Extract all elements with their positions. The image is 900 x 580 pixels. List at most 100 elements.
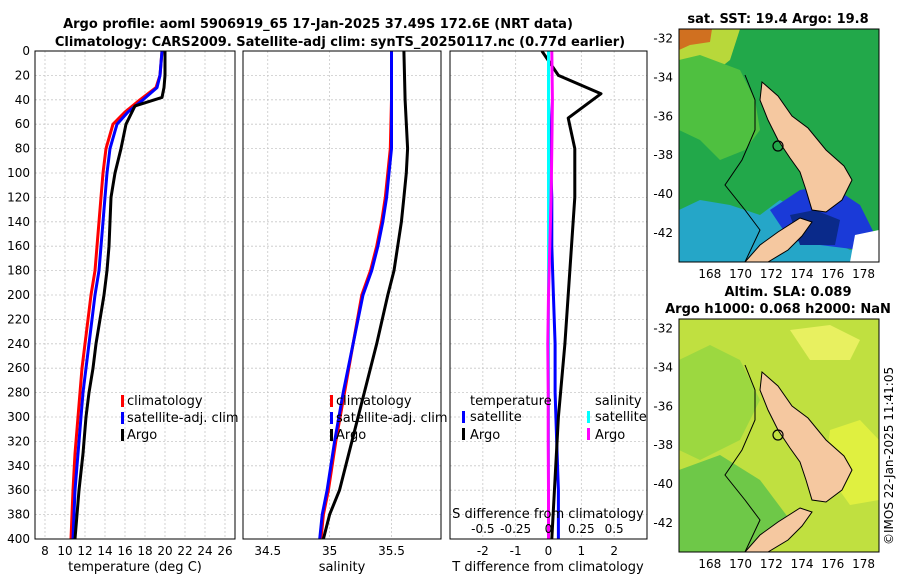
sst-hot-region <box>679 29 712 50</box>
sla-map-panel: Altim. SLA: 0.089 Argo h1000: 0.068 h200… <box>653 285 890 571</box>
sst-argo-location <box>772 140 784 152</box>
series-line-satellite-adj-clim <box>318 51 393 539</box>
depth-tick-label: 200 <box>7 288 30 302</box>
temperature-legend: climatology satellite-adj. clim Argo <box>121 394 239 443</box>
map-lon-tick-label: 170 <box>729 267 752 281</box>
map-lon-tick-label: 170 <box>729 557 752 571</box>
x-tick-label: 22 <box>177 544 192 558</box>
sla-region-d <box>790 325 860 360</box>
x-tick-label: 34.5 <box>254 544 281 558</box>
sla-region-a <box>679 345 760 460</box>
s-diff-tick-label: 0.5 <box>605 522 624 536</box>
temperature-tick-labels: 8 10 12 14 16 18 20 22 24 26 <box>41 544 232 558</box>
map-lon-tick-label: 172 <box>760 557 783 571</box>
salinity-panel: 34.5 35 35.5 salinity climatology satellit… <box>242 50 448 575</box>
sla-map-ticks: 168 170 172 174 176 178 -32 -34 -36 -38 -40 -42 <box>653 322 875 571</box>
salinity-axes-frame <box>242 50 442 540</box>
legend-swatch-t-satellite <box>462 411 465 423</box>
map-lat-tick-label: -32 <box>653 32 673 46</box>
t-difference-tick-labels: -2 -1 0 1 2 <box>477 544 618 558</box>
sst-map-ticks: 168 170 172 174 176 178 -32 -34 -36 -38 -40 -42 <box>653 32 875 281</box>
legend-swatch-satellite <box>121 412 124 424</box>
depth-tick-label: 100 <box>7 166 30 180</box>
difference-axes-frame <box>449 50 648 540</box>
series-line-t-argo <box>540 51 603 539</box>
salinity-grid <box>243 50 441 540</box>
temperature-grid <box>35 50 235 540</box>
depth-tick-label: 80 <box>15 142 30 156</box>
sla-map-title: Altim. SLA: 0.089 <box>725 285 852 300</box>
legend-label-s-argo: Argo <box>595 428 625 443</box>
salinity-legend: climatology satellite-adj. clim Argo <box>330 394 448 443</box>
map-lon-tick-label: 176 <box>821 267 844 281</box>
depth-tick-label: 20 <box>15 68 30 82</box>
difference-panel: -2 -1 0 1 2 -0.5 -0.25 0 0.25 0.5 S difference f… <box>449 50 648 575</box>
depth-tick-label: 260 <box>7 361 30 375</box>
map-lat-tick-label: -36 <box>653 109 673 123</box>
sst-mid-region <box>679 55 760 160</box>
map-lon-tick-label: 174 <box>791 267 814 281</box>
legend-label-t-satellite: satellite <box>470 410 522 425</box>
depth-tick-label: 140 <box>7 215 30 229</box>
sst-missing-region <box>850 230 879 262</box>
x-tick-label: 16 <box>117 544 132 558</box>
series-line-climatology <box>69 51 164 539</box>
figure-title-line2: Climatology: CARS2009. Satellite-adj cli… <box>55 35 625 50</box>
x-tick-label: 26 <box>217 544 232 558</box>
sla-map-subtitle: Argo h1000: 0.068 h2000: NaN <box>665 302 891 317</box>
sst-map-image <box>678 28 880 263</box>
x-tick-label: 10 <box>57 544 72 558</box>
legend-label-argo: Argo <box>127 428 157 443</box>
salinity-xlabel: salinity <box>319 560 366 575</box>
map-lon-tick-label: 174 <box>791 557 814 571</box>
legend-swatch-climatology <box>121 395 124 407</box>
legend-label-satellite: satellite-adj. clim <box>336 411 448 426</box>
depth-tick-label: 240 <box>7 337 30 351</box>
sla-map-frame <box>678 318 880 553</box>
series-line-argo <box>321 51 410 539</box>
x-tick-label: 14 <box>97 544 112 558</box>
legend-swatch-climatology <box>330 395 333 407</box>
map-lon-tick-label: 176 <box>821 557 844 571</box>
salinity-tick-labels: 34.5 35 35.5 <box>254 544 404 558</box>
legend-swatch-t-argo <box>462 428 465 440</box>
figure-title-line1: Argo profile: aoml 5906919_65 17-Jan-202… <box>63 17 573 32</box>
map-lat-tick-label: -34 <box>653 71 673 85</box>
x-tick-label: 20 <box>157 544 172 558</box>
depth-tick-label: 160 <box>7 239 30 253</box>
x-tick-label: 18 <box>137 544 152 558</box>
depth-tick-label: 320 <box>7 434 30 448</box>
x-tick-label: 35 <box>322 544 337 558</box>
legend-swatch-s-argo <box>587 428 590 440</box>
t-difference-xlabel: T difference from climatology <box>451 560 644 575</box>
depth-tick-label: 360 <box>7 483 30 497</box>
legend-title-salinity: salinity <box>595 394 642 409</box>
x-tick-label: 0 <box>545 544 553 558</box>
map-lon-tick-label: 168 <box>698 557 721 571</box>
depth-tick-label: 60 <box>15 117 30 131</box>
difference-legend-temperature: temperature satellite Argo <box>462 394 552 443</box>
map-lat-tick-label: -32 <box>653 322 673 336</box>
map-lon-tick-label: 172 <box>760 267 783 281</box>
temperature-xlabel: temperature (deg C) <box>68 560 202 575</box>
salinity-series <box>318 51 410 539</box>
s-diff-tick-label: 0 <box>545 522 553 536</box>
sla-shelf-contour <box>724 364 761 553</box>
legend-label-climatology: climatology <box>127 394 203 409</box>
sla-region-b <box>679 455 790 552</box>
map-lat-tick-label: -42 <box>653 516 673 530</box>
legend-swatch-satellite <box>330 412 333 424</box>
map-lat-tick-label: -38 <box>653 438 673 452</box>
sst-map-title: sat. SST: 19.4 Argo: 19.8 <box>687 12 868 27</box>
x-tick-label: 35.5 <box>378 544 405 558</box>
map-lat-tick-label: -36 <box>653 399 673 413</box>
temperature-series <box>69 51 167 539</box>
map-lat-tick-label: -42 <box>653 226 673 240</box>
sla-argo-location <box>772 429 784 441</box>
series-line-argo <box>73 51 167 539</box>
x-tick-label: -2 <box>477 544 489 558</box>
depth-tick-label: 280 <box>7 386 30 400</box>
legend-label-t-argo: Argo <box>470 428 500 443</box>
map-lat-tick-label: -40 <box>653 187 673 201</box>
